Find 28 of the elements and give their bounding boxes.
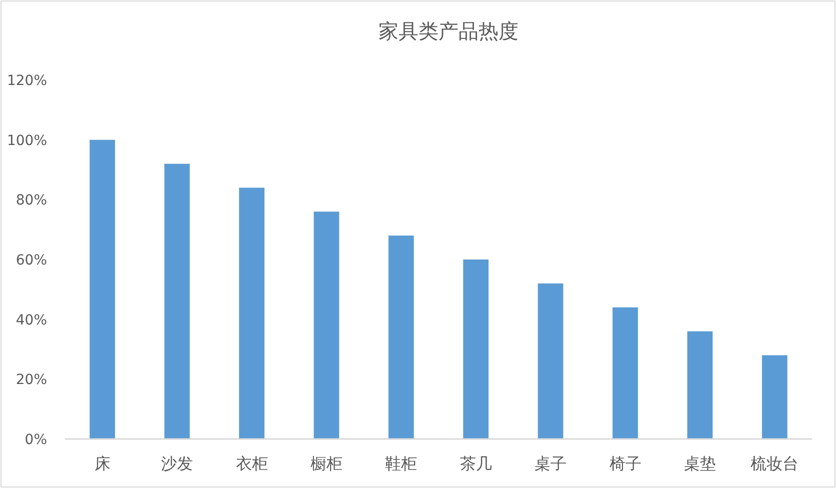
bar (90, 140, 116, 439)
x-tick-label: 椅子 (609, 454, 642, 473)
bar (762, 355, 788, 439)
x-tick-label: 桌子 (534, 454, 567, 473)
y-tick-label: 40% (16, 312, 47, 328)
x-tick-label: 衣柜 (236, 454, 268, 473)
y-tick-label: 20% (16, 372, 47, 388)
bar (612, 307, 638, 439)
bar (463, 260, 489, 439)
y-tick-label: 60% (16, 252, 47, 268)
bar (314, 212, 340, 439)
x-tick-label: 沙发 (161, 454, 194, 473)
chart-title: 家具类产品热度 (378, 19, 518, 43)
x-tick-label: 茶几 (460, 454, 492, 473)
x-tick-label: 梳妆台 (750, 454, 799, 473)
x-tick-label: 桌垫 (684, 454, 716, 473)
y-tick-label: 120% (6, 73, 47, 89)
x-tick-label: 橱柜 (310, 454, 342, 473)
bar (388, 236, 414, 439)
x-tick-label: 鞋柜 (385, 454, 418, 473)
bar (164, 164, 190, 439)
y-tick-label: 100% (6, 132, 47, 149)
y-tick-label: 80% (16, 192, 47, 209)
x-tick-label: 床 (94, 454, 110, 473)
bar (687, 331, 713, 439)
bar (538, 283, 564, 439)
y-tick-label: 0% (24, 432, 47, 448)
bar (239, 188, 264, 439)
